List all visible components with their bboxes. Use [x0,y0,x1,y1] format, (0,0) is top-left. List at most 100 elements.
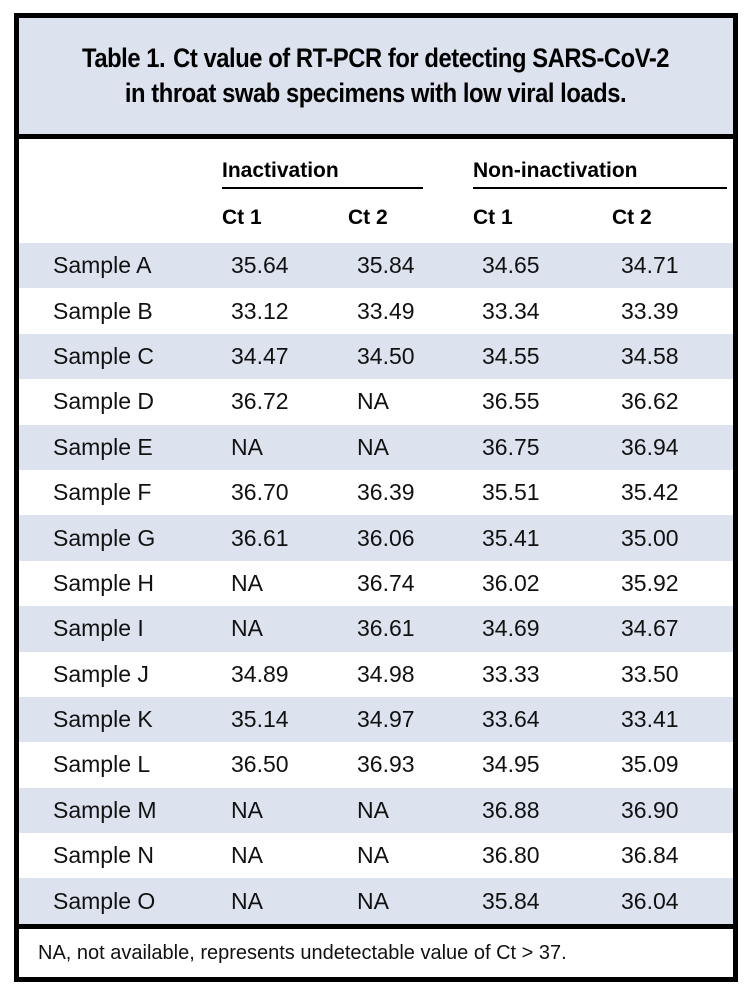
ct-value-cell: 33.64 [482,706,540,733]
ct-value-cell: 36.74 [357,569,415,596]
table-row: Sample G 36.61 36.06 35.41 35.00 [19,515,733,561]
sample-name-cell: Sample E [53,433,153,460]
ct-value-cell: 36.62 [621,388,679,415]
ct-value-cell: 35.84 [482,887,540,914]
table-row: Sample O NA NA 35.84 36.04 [19,878,733,924]
ct-value-cell: 35.42 [621,479,679,506]
sample-name-cell: Sample L [53,751,151,778]
table-title: Table 1. Ct value of RT-PCR for detecting… [82,41,669,111]
ct-value-cell: 34.50 [357,342,415,369]
ct-value-cell: NA [231,842,263,869]
ct-value-cell: 36.55 [482,388,540,415]
ct-value-cell: 34.55 [482,342,540,369]
table-figure: Table 1. Ct value of RT-PCR for detecting… [14,13,738,982]
footnote-area: NA, not available, represents undetectab… [19,928,733,977]
subheader-ct2-non-inactivation: Ct 2 [612,206,652,229]
column-group-header-non-inactivation: Non-inactivation [473,160,727,189]
ct-value-cell: 34.71 [621,252,679,279]
ct-value-cell: 36.70 [231,479,289,506]
table-row: Sample F 36.70 36.39 35.51 35.42 [19,470,733,515]
table-row: Sample D 36.72 NA 36.55 36.62 [19,379,733,424]
sample-name-cell: Sample F [53,479,152,506]
ct-value-cell: 35.51 [482,479,540,506]
ct-value-cell: 35.84 [357,252,415,279]
table-rows: Sample A 35.64 35.84 34.65 34.71 Sample … [19,243,733,924]
ct-value-cell: NA [357,388,389,415]
ct-value-cell: 36.75 [482,433,540,460]
sample-name-cell: Sample K [53,706,153,733]
ct-value-cell: 35.00 [621,524,679,551]
ct-value-cell: NA [231,433,263,460]
sample-name-cell: Sample H [53,569,154,596]
ct-value-cell: 33.41 [621,706,679,733]
subheader-row: Ct 1 Ct 2 Ct 1 Ct 2 [19,207,733,228]
ct-value-cell: 34.65 [482,252,540,279]
table-row: Sample E NA NA 36.75 36.94 [19,424,733,470]
title-band: Table 1. Ct value of RT-PCR for detecting… [19,18,733,134]
table-row: Sample H NA 36.74 36.02 35.92 [19,561,733,606]
ct-value-cell: 35.41 [482,524,540,551]
table-row: Sample K 35.14 34.97 33.64 33.41 [19,696,733,743]
title-divider-rule [19,134,733,139]
sample-name-cell: Sample G [53,524,156,551]
column-group-row: Inactivation Non-inactivation [19,139,733,189]
ct-value-cell: 36.93 [357,751,415,778]
ct-value-cell: 33.39 [621,297,679,324]
table-row: Sample M NA NA 36.88 36.90 [19,787,733,834]
ct-value-cell: NA [357,796,389,823]
ct-value-cell: 33.12 [231,297,289,324]
ct-value-cell: 34.58 [621,342,679,369]
ct-value-cell: 36.61 [231,524,289,551]
subheader-ct1-non-inactivation: Ct 1 [473,206,513,229]
table-row: Sample N NA NA 36.80 36.84 [19,833,733,878]
title-text-line2: in throat swab specimens with low viral … [125,78,627,108]
ct-value-cell: 36.80 [482,842,540,869]
sample-name-cell: Sample B [53,297,153,324]
title-text-line1: Ct value of RT-PCR for detecting SARS-Co… [173,43,670,73]
sample-name-cell: Sample N [53,842,154,869]
table-row: Sample J 34.89 34.98 33.33 33.50 [19,652,733,697]
table-header: Inactivation Non-inactivation Ct 1 Ct 2 … [19,139,733,243]
sample-name-cell: Sample M [53,796,157,823]
ct-value-cell: 34.69 [482,615,540,642]
ct-value-cell: 36.61 [357,615,415,642]
footnote: NA, not available, represents undetectab… [38,941,567,964]
ct-value-cell: NA [357,433,389,460]
ct-value-cell: NA [231,796,263,823]
table-row: Sample I NA 36.61 34.69 34.67 [19,606,733,652]
subheader-ct1-inactivation: Ct 1 [222,206,262,229]
sample-name-cell: Sample C [53,342,154,369]
ct-value-cell: 36.84 [621,842,679,869]
ct-value-cell: NA [231,615,263,642]
column-group-header-inactivation: Inactivation [222,160,423,189]
ct-value-cell: 36.90 [621,796,679,823]
ct-value-cell: 36.94 [621,433,679,460]
ct-value-cell: 33.33 [482,660,540,687]
sample-name-cell: Sample A [53,252,152,279]
sample-name-cell: Sample J [53,660,149,687]
ct-value-cell: 36.06 [357,524,415,551]
ct-value-cell: 34.95 [482,751,540,778]
sample-name-cell: Sample O [53,887,156,914]
ct-value-cell: 36.72 [231,388,289,415]
ct-value-cell: 35.09 [621,751,679,778]
sample-name-cell: Sample D [53,388,154,415]
ct-value-cell: 36.88 [482,796,540,823]
empty-corner-cell [19,207,222,228]
ct-value-cell: 33.50 [621,660,679,687]
empty-corner-cell [19,160,222,189]
ct-value-cell: 34.89 [231,660,289,687]
table-row: Sample C 34.47 34.50 34.55 34.58 [19,333,733,380]
ct-value-cell: 33.49 [357,297,415,324]
ct-value-cell: 35.14 [231,706,289,733]
ct-value-cell: NA [231,569,263,596]
ct-value-cell: 34.67 [621,615,679,642]
table-row: Sample B 33.12 33.49 33.34 33.39 [19,288,733,333]
ct-value-cell: NA [231,887,263,914]
subheader-ct2-inactivation: Ct 2 [348,206,388,229]
title-line-1: Table 1. Ct value of RT-PCR for detecting… [82,41,669,76]
ct-value-cell: 36.02 [482,569,540,596]
ct-value-cell: 35.92 [621,569,679,596]
ct-value-cell: 34.97 [357,706,415,733]
ct-value-cell: 35.64 [231,252,289,279]
